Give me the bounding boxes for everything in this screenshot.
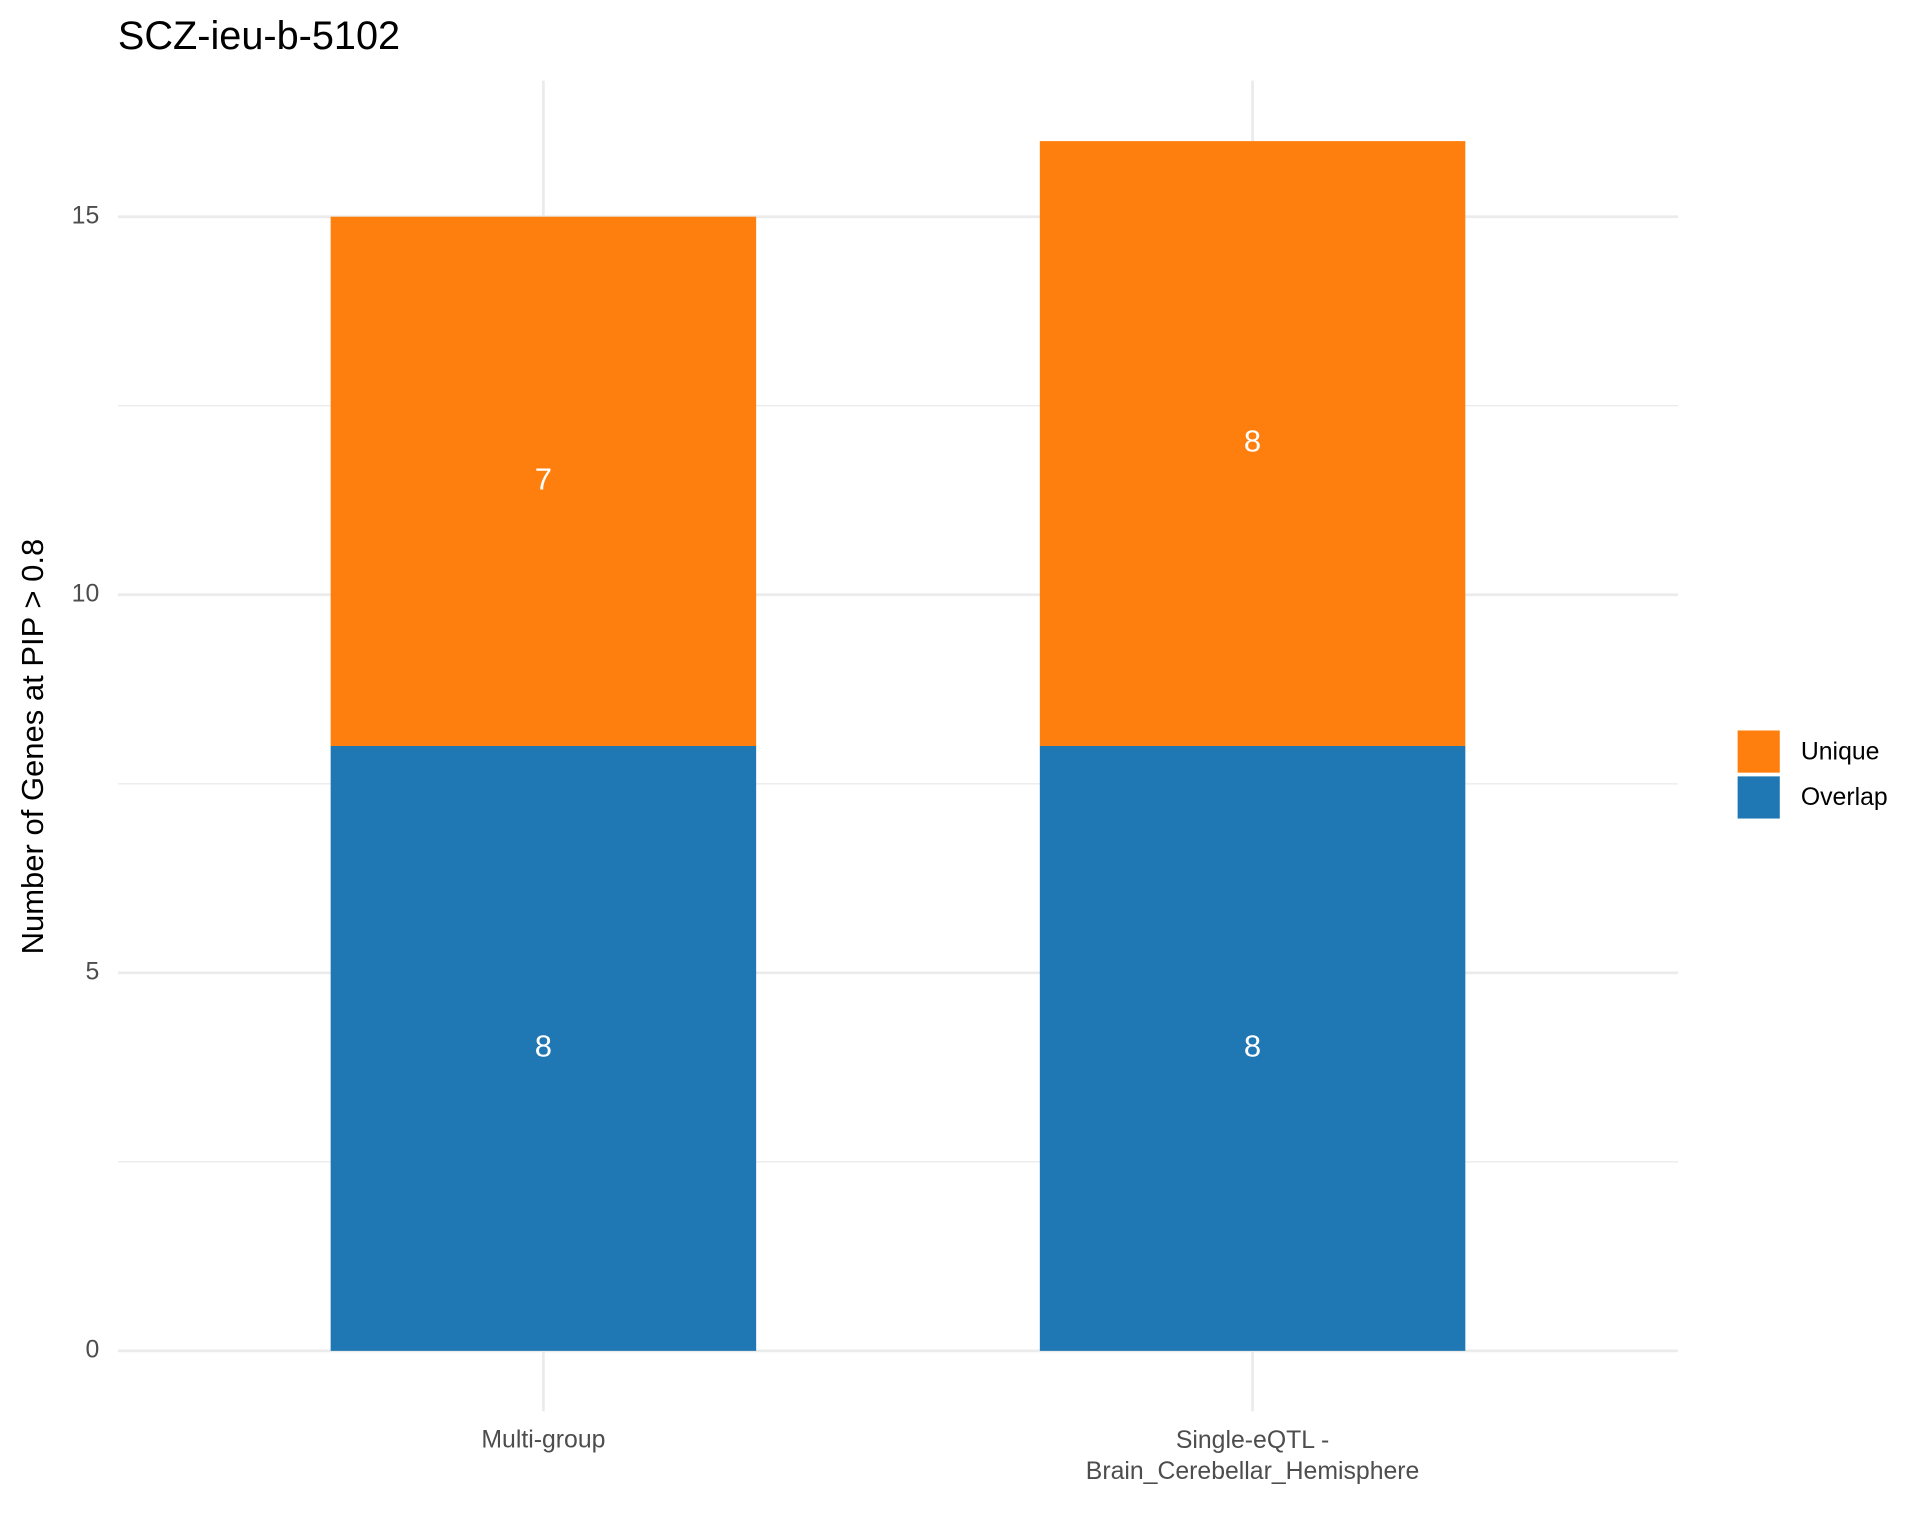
chart-title: SCZ-ieu-b-5102 [118, 14, 400, 58]
x-tick-label: Multi-group [481, 1427, 605, 1454]
legend-key [1737, 730, 1780, 773]
y-axis-label: Number of Genes at PIP > 0.8 [15, 539, 50, 955]
legend-label: Overlap [1801, 784, 1888, 811]
y-tick-label: 5 [85, 958, 99, 985]
data-label: 8 [1244, 424, 1261, 459]
data-label: 8 [1244, 1029, 1261, 1064]
y-tick-label: 15 [72, 202, 100, 229]
bar-segment [1039, 745, 1466, 1351]
bar-segment [330, 745, 757, 1351]
data-label: 7 [535, 462, 552, 497]
x-tick-label: Single-eQTL -Brain_Cerebellar_Hemisphere [1086, 1427, 1420, 1485]
legend-key [1737, 776, 1780, 819]
legend-label: Unique [1801, 738, 1880, 765]
bar-segment [1039, 141, 1466, 746]
y-tick-label: 10 [72, 580, 100, 607]
bar-segment [330, 216, 757, 746]
y-tick-label: 0 [85, 1336, 99, 1363]
data-label: 8 [535, 1029, 552, 1064]
